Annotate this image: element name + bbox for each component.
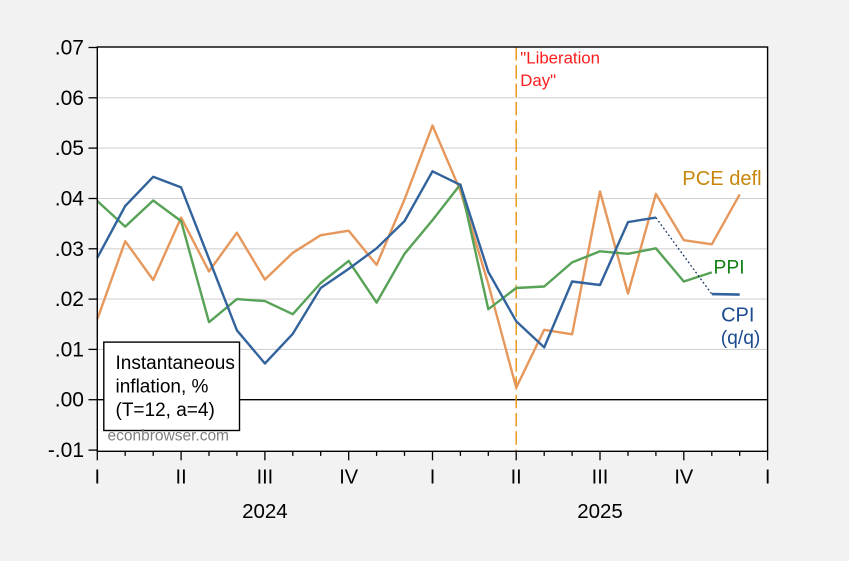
svg-text:.07: .07 [55,37,84,60]
svg-text:.04: .04 [55,188,85,211]
svg-text:2024: 2024 [242,500,288,523]
svg-text:PCE defl: PCE defl [682,168,761,190]
svg-text:IV: IV [674,467,694,489]
svg-text:-.01: -.01 [48,439,84,462]
svg-text:.00: .00 [55,389,84,412]
svg-text:III: III [257,467,274,489]
svg-text:II: II [176,467,187,489]
svg-text:PPI: PPI [714,257,745,278]
svg-text:.05: .05 [55,137,84,160]
svg-text:Day": Day" [520,71,556,90]
svg-text:(T=12, a=4): (T=12, a=4) [116,400,215,421]
svg-text:2025: 2025 [577,500,623,523]
svg-text:econbrowser.com: econbrowser.com [108,428,229,445]
svg-text:.03: .03 [55,238,84,261]
svg-text:I: I [765,467,771,489]
svg-text:I: I [430,467,436,489]
svg-text:(q/q): (q/q) [721,328,761,349]
svg-text:.06: .06 [55,87,84,110]
svg-text:IV: IV [339,467,359,489]
svg-text:Instantaneous: Instantaneous [116,353,235,374]
svg-text:I: I [95,467,101,489]
svg-text:"Liberation: "Liberation [520,48,600,67]
svg-text:II: II [511,467,522,489]
svg-text:.02: .02 [55,288,84,311]
svg-text:inflation, %: inflation, % [116,377,209,398]
svg-text:III: III [592,467,609,489]
svg-text:.01: .01 [55,338,84,361]
svg-text:CPI: CPI [721,305,754,327]
